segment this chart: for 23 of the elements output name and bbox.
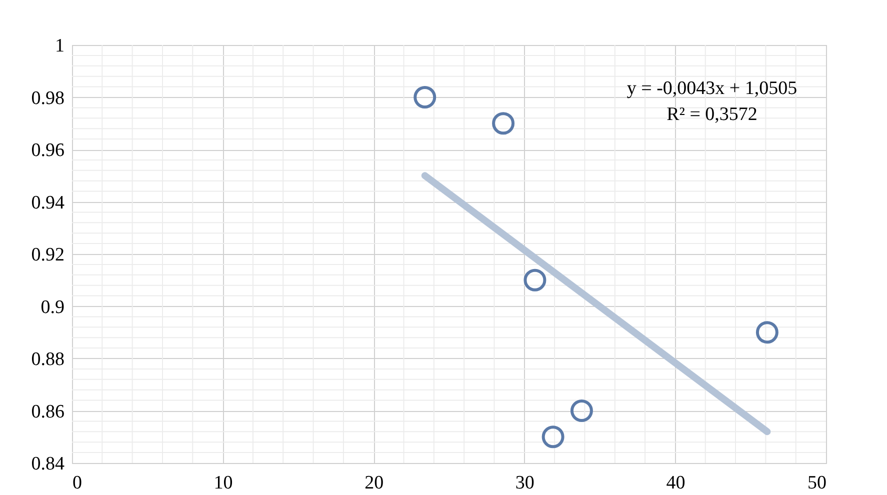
point [524,268,546,292]
x-tick-label: 0 [72,472,82,494]
point [492,112,515,135]
y-tick-label: 0.98 [31,88,64,109]
x-tick-label: 40 [666,472,686,494]
point [756,321,778,344]
x-tick-label: 50 [808,472,826,494]
y-tick-label: 0.84 [31,454,65,474]
y-tick-label: 0.94 [31,192,65,214]
annotation: R² = 0,3572 [666,104,758,125]
y-tick-label: 0.9 [40,296,64,318]
point [414,86,436,108]
annotation: y = -0,0043x + 1,0505 [626,78,798,99]
y-tick-label: 0.86 [31,401,64,422]
y-tick-label: 0.92 [31,244,64,266]
point [542,426,564,448]
y-tick-label: 1 [55,36,64,56]
point [570,400,593,422]
x-tick-label: 30 [515,472,534,494]
x-tick-label: 10 [214,472,233,494]
y-tick-label: 0.96 [31,140,64,161]
y-tick-label: 0.88 [31,349,64,370]
x-tick-label: 20 [364,472,384,494]
